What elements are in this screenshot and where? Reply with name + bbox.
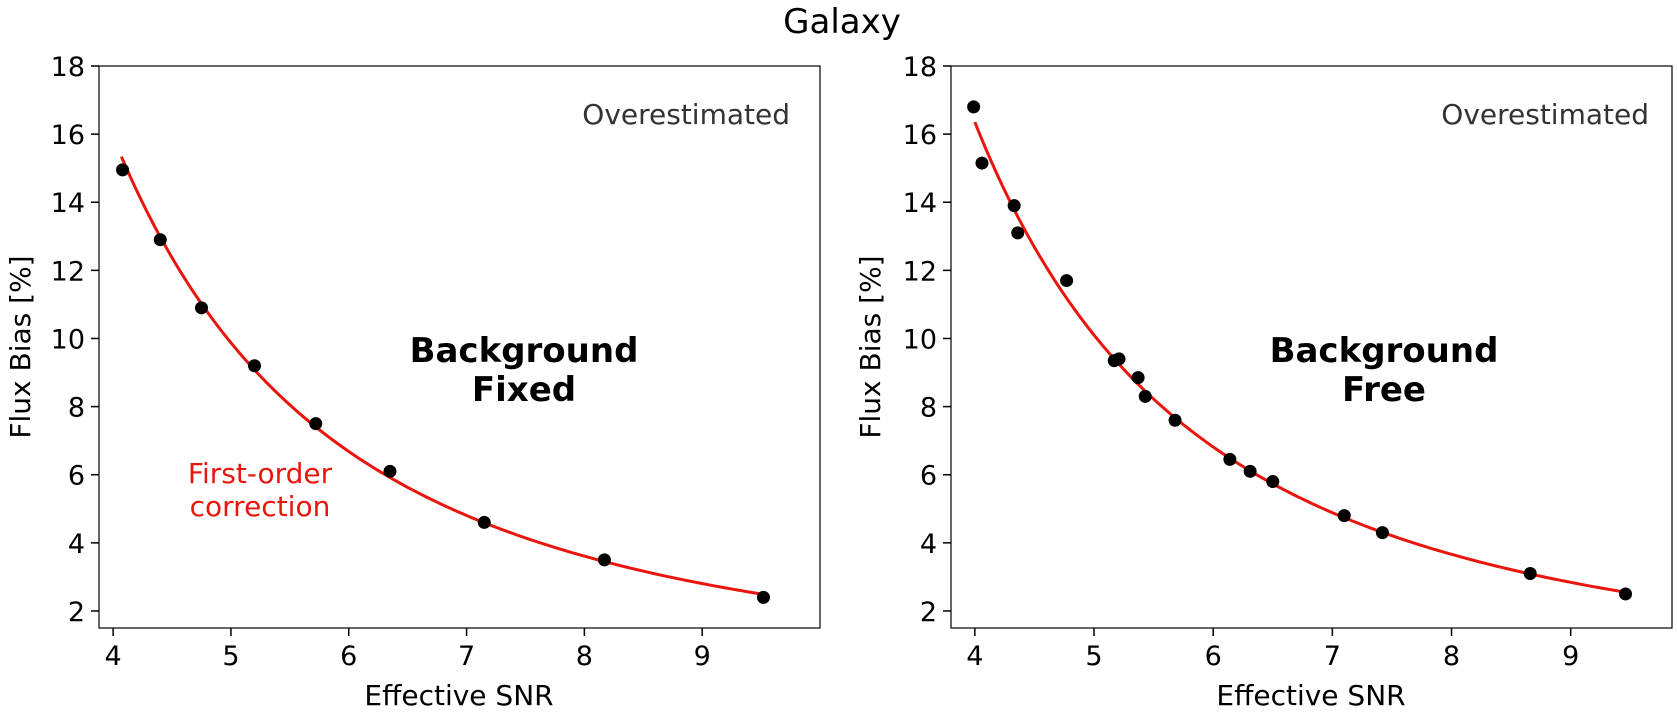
y-tick-label-left-4: 4: [68, 529, 85, 560]
data-point-right-6: [1112, 352, 1126, 366]
overestimated-label-right: Overestimated: [1441, 98, 1649, 131]
x-tick-label-right-8: 8: [1443, 641, 1460, 672]
x-axis-label-right: Effective SNR: [1216, 679, 1405, 712]
correction-label-line1: First-order: [188, 457, 333, 490]
y-tick-label-left-10: 10: [51, 324, 85, 355]
background-label-left-line2: Fixed: [472, 370, 576, 410]
data-point-right-12: [1266, 475, 1280, 489]
y-tick-label-right-4: 4: [920, 529, 937, 560]
y-tick-label-right-18: 18: [903, 52, 937, 83]
points-right: [967, 100, 1633, 601]
data-point-left-4: [309, 417, 323, 431]
y-tick-label-left-12: 12: [51, 256, 85, 287]
data-point-right-14: [1375, 526, 1389, 540]
y-tick-label-right-10: 10: [903, 324, 937, 355]
x-tick-label-left-7: 7: [458, 641, 475, 672]
data-point-right-4: [1060, 274, 1074, 288]
data-point-right-1: [975, 156, 989, 170]
figure-title: Galaxy: [783, 2, 901, 42]
data-point-left-6: [477, 515, 491, 529]
x-tick-label-right-9: 9: [1562, 641, 1579, 672]
data-point-right-15: [1523, 567, 1537, 581]
x-tick-label-left-9: 9: [694, 641, 711, 672]
axes-frame-left: [98, 65, 821, 629]
background-label-right-line1: Background: [1270, 331, 1499, 371]
x-tick-label-left-5: 5: [222, 641, 239, 672]
data-point-right-10: [1223, 452, 1237, 466]
data-point-left-0: [116, 163, 130, 177]
data-point-right-11: [1243, 464, 1257, 478]
data-point-left-5: [383, 464, 397, 478]
data-point-right-9: [1168, 413, 1182, 427]
x-tick-label-left-6: 6: [340, 641, 357, 672]
x-tick-label-right-4: 4: [966, 641, 983, 672]
data-point-right-2: [1007, 199, 1021, 213]
y-axis-label-left: Flux Bias [%]: [4, 255, 37, 438]
background-label-left-line1: Background: [410, 331, 639, 371]
y-tick-label-left-16: 16: [51, 120, 85, 151]
x-tick-label-left-8: 8: [576, 641, 593, 672]
fit-curve-left: [120, 156, 764, 596]
correction-label-line2: correction: [190, 490, 331, 523]
axes-frame-right: [950, 65, 1673, 629]
data-point-right-13: [1337, 509, 1351, 523]
x-tick-label-right-6: 6: [1205, 641, 1222, 672]
data-point-left-1: [153, 233, 167, 247]
data-point-left-7: [597, 553, 611, 567]
y-tick-label-left-6: 6: [68, 461, 85, 492]
y-tick-label-left-18: 18: [51, 52, 85, 83]
background-label-right-line2: Free: [1342, 370, 1426, 410]
y-axis-label-right: Flux Bias [%]: [854, 255, 887, 438]
data-point-right-16: [1619, 587, 1633, 601]
x-tick-label-right-5: 5: [1085, 641, 1102, 672]
x-axis-label-left: Effective SNR: [364, 679, 553, 712]
y-tick-label-right-14: 14: [903, 188, 937, 219]
data-point-right-3: [1011, 226, 1025, 240]
x-tick-label-right-7: 7: [1324, 641, 1341, 672]
y-tick-label-right-6: 6: [920, 461, 937, 492]
data-point-right-7: [1131, 371, 1145, 385]
points-left: [116, 163, 770, 604]
y-tick-label-right-16: 16: [903, 120, 937, 151]
y-tick-label-left-8: 8: [68, 393, 85, 424]
y-tick-label-right-8: 8: [920, 393, 937, 424]
y-tick-label-left-14: 14: [51, 188, 85, 219]
data-point-left-3: [248, 359, 262, 373]
x-tick-label-left-4: 4: [105, 641, 122, 672]
overestimated-label-left: Overestimated: [582, 98, 790, 131]
y-tick-label-right-2: 2: [920, 597, 937, 628]
data-point-right-0: [967, 100, 981, 114]
data-point-left-2: [194, 301, 208, 315]
data-point-right-8: [1138, 389, 1152, 403]
fit-curve-right: [973, 121, 1626, 594]
data-point-left-8: [756, 590, 770, 604]
y-tick-label-left-2: 2: [68, 597, 85, 628]
y-tick-label-right-12: 12: [903, 256, 937, 287]
